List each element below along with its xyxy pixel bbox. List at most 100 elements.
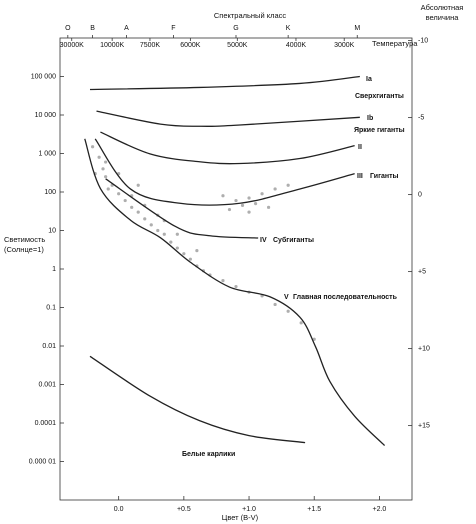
y-tick-label: 100: [44, 189, 56, 196]
star-point: [253, 201, 258, 206]
annotation: Главная последовательность: [293, 294, 398, 301]
star-point: [106, 187, 110, 191]
star-point: [175, 232, 179, 236]
star-point: [104, 160, 108, 164]
spectral-tick-label: F: [171, 25, 175, 32]
spectral-tick-label: A: [124, 25, 129, 32]
x-tick-label: 0.0: [114, 506, 124, 513]
star-point: [143, 217, 147, 221]
y2-tick-label: 0: [418, 191, 422, 198]
left-axis-title: Светимость: [4, 235, 45, 244]
luminosity-class-curve: [96, 110, 360, 127]
star-point: [101, 167, 105, 171]
x-tick-label: +2.0: [372, 506, 386, 513]
temperature-tick-label: 6000K: [180, 42, 201, 49]
series-label: V: [284, 294, 289, 301]
star-point: [286, 309, 290, 313]
series-label: Ia: [366, 76, 372, 83]
y-tick-label: 1: [52, 266, 56, 273]
series-label: IV: [260, 237, 267, 244]
y-tick-label: 0.001: [38, 381, 56, 388]
annotation: Субгиганты: [273, 236, 314, 244]
luminosity-class-curve: [89, 75, 360, 91]
y-tick-label: 10: [48, 227, 56, 234]
top-axis-title: Спектральный класс: [214, 11, 287, 20]
star-point: [273, 187, 277, 191]
spectral-tick-label: M: [354, 25, 360, 32]
star-point: [286, 183, 290, 187]
star-point: [136, 210, 140, 214]
temperature-tick-label: 7500K: [140, 42, 161, 49]
temperature-tick-label: 30000K: [60, 42, 84, 49]
y2-tick-label: -10: [418, 37, 428, 44]
spectral-tick-label: B: [90, 25, 95, 32]
x-tick-label: +1.0: [242, 506, 256, 513]
right-axis-title: величина: [426, 13, 460, 22]
luminosity-class-curve: [94, 138, 355, 206]
series-label: III: [357, 173, 363, 180]
star-point: [234, 284, 238, 289]
temperature-tick-label: 10000K: [100, 42, 124, 49]
annotation: Белые карлики: [182, 451, 235, 458]
star-point: [266, 205, 271, 209]
y2-tick-label: +15: [418, 422, 430, 429]
series-label: II: [358, 144, 362, 151]
star-point: [227, 207, 232, 212]
right-axis-title: Абсолютная: [421, 3, 464, 12]
x-tick-label: +0.5: [177, 506, 191, 513]
star-point: [195, 249, 199, 253]
y2-tick-label: -5: [418, 114, 424, 121]
y-tick-label: 100 000: [31, 73, 56, 80]
temperature-tick-label: 3000K: [334, 42, 355, 49]
luminosity-class-curve: [105, 178, 259, 239]
star-point: [221, 278, 225, 283]
series-label: Ib: [367, 115, 373, 122]
y-tick-label: 0.01: [42, 343, 56, 350]
y-tick-label: 10 000: [35, 112, 57, 119]
x-axis-title: Цвет (B-V): [222, 513, 259, 522]
star-point: [247, 196, 251, 200]
plot-frame: [59, 37, 413, 501]
star-point: [312, 337, 316, 341]
star-point: [169, 240, 173, 244]
star-point: [117, 192, 121, 196]
star-point: [123, 198, 127, 203]
y-tick-label: 0.1: [46, 304, 56, 311]
star-point: [273, 302, 277, 307]
star-point: [156, 228, 160, 233]
star-point: [182, 252, 186, 256]
star-point: [97, 155, 101, 159]
temperature-tick-label: 4000K: [286, 42, 307, 49]
star-point: [240, 203, 245, 207]
star-point: [234, 198, 238, 203]
star-point: [162, 232, 166, 236]
y-tick-label: 0.000 01: [29, 458, 56, 465]
star-point: [260, 192, 264, 196]
temperature-tick-label: 5000K: [227, 42, 248, 49]
x-tick-label: +1.5: [307, 506, 321, 513]
annotation: Яркие гиганты: [354, 127, 405, 134]
star-point: [221, 194, 225, 198]
star-point: [104, 175, 108, 179]
star-point: [188, 257, 192, 261]
temperature-title: Температура: [372, 39, 418, 48]
star-point: [149, 223, 153, 227]
y-tick-label: 0.0001: [35, 420, 57, 427]
spectral-tick-label: K: [286, 25, 291, 32]
annotation: Сверхгиганты: [355, 93, 404, 100]
spectral-tick-label: G: [233, 25, 238, 32]
star-point: [136, 183, 140, 187]
y2-tick-label: +5: [418, 268, 426, 275]
star-point: [175, 246, 179, 250]
star-point: [130, 205, 134, 209]
spectral-tick-label: O: [65, 25, 71, 32]
luminosity-class-curve: [84, 138, 386, 446]
luminosity-class-curve: [89, 355, 306, 444]
left-axis-title: (Солнце=1): [4, 245, 44, 254]
star-point: [299, 321, 303, 325]
annotation: Гиганты: [370, 173, 399, 180]
luminosity-class-curve: [100, 131, 355, 165]
star-point: [247, 210, 251, 214]
y-tick-label: 1 000: [38, 150, 56, 157]
